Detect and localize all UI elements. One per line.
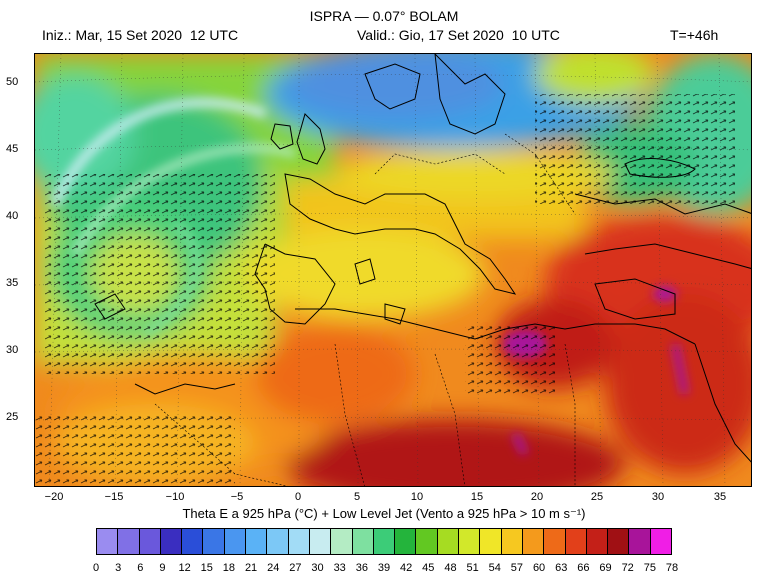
lat-label: 50: [6, 76, 19, 88]
colorbar-tick-label: 6: [137, 562, 144, 574]
colorbar-tick-label: 39: [377, 562, 391, 574]
borders: [154, 133, 576, 486]
colorbar-tick-label: 36: [355, 562, 368, 574]
colorbar-tick-label: 21: [244, 562, 258, 574]
map-title: ISPRA — 0.07° BOLAM: [309, 8, 459, 24]
colorbar-ticks: 0 3 6 9 12 15 18 21 24 27 30 33 36 39 42 45 48 51 54 57 60 63…: [87, 562, 687, 576]
colorbar-tick-label: 0: [92, 562, 100, 574]
lon-label: 5: [353, 491, 361, 503]
colorbar-swatch: [160, 529, 183, 554]
wind-arrows: [35, 94, 735, 484]
colorbar-swatch: [331, 529, 353, 554]
colorbar-tick-label: 12: [178, 562, 191, 574]
lon-label: 35: [713, 491, 727, 503]
colorbar-tick-label: 30: [311, 562, 324, 574]
lon-label: 25: [590, 491, 604, 503]
colorbar-swatch: [586, 529, 609, 554]
colorbar: [96, 528, 672, 555]
colorbar-swatch: [565, 529, 587, 554]
colorbar-swatch: [650, 529, 672, 554]
colorbar-swatch: [246, 529, 268, 554]
lon-label: −5: [230, 491, 244, 503]
colorbar-tick-label: 78: [665, 562, 679, 574]
lon-label: −15: [104, 491, 124, 503]
colorbar-tick-label: 54: [488, 562, 501, 574]
colorbar-swatch: [629, 529, 651, 554]
colorbar-tick-label: 24: [267, 562, 280, 574]
colorbar-tick-label: 18: [222, 562, 236, 574]
lon-label: −20: [44, 491, 64, 503]
colorbar-swatch: [267, 529, 289, 554]
lon-label: 10: [410, 491, 424, 503]
colorbar-swatch: [608, 529, 630, 554]
colorbar-swatch: [309, 529, 332, 554]
colorbar-swatch: [203, 529, 225, 554]
graticule: [35, 54, 751, 486]
lat-label: 35: [6, 277, 19, 289]
lon-label: 15: [470, 491, 484, 503]
colorbar-swatch: [352, 529, 374, 554]
colorbar-swatch: [224, 529, 247, 554]
colorbar-swatch: [480, 529, 502, 554]
colorbar-swatch: [395, 529, 417, 554]
colorbar-tick-label: 45: [422, 562, 435, 574]
colorbar-swatch: [437, 529, 460, 554]
colorbar-swatch: [416, 529, 438, 554]
colorbar-tick-label: 57: [510, 562, 524, 574]
colorbar-tick-label: 60: [532, 562, 546, 574]
lat-label: 25: [6, 411, 19, 423]
colorbar-tick-label: 69: [599, 562, 612, 574]
colorbar-swatch: [288, 529, 310, 554]
colorbar-swatch: [522, 529, 545, 554]
lon-label: 20: [530, 491, 544, 503]
map-canvas: [35, 54, 751, 486]
colorbar-swatch: [97, 529, 119, 554]
colorbar-tick-label: 72: [621, 562, 634, 574]
colorbar-tick-label: 66: [577, 562, 590, 574]
lat-label: 45: [6, 143, 19, 155]
colorbar-tick-label: 3: [115, 562, 122, 574]
colorbar-tick-label: 75: [643, 562, 656, 574]
colorbar-tick-label: 9: [159, 562, 166, 574]
lon-label: 30: [651, 491, 665, 503]
coastlines: [94, 54, 751, 463]
colorbar-swatch: [373, 529, 396, 554]
lat-label: 30: [6, 344, 19, 356]
field-caption: Theta E a 925 hPa (°C) + Low Level Jet (…: [182, 506, 586, 521]
valid-time: Valid.: Gio, 17 Set 2020 10 UTC: [357, 27, 560, 43]
init-time: Iniz.: Mar, 15 Set 2020 12 UTC: [42, 27, 239, 43]
colorbar-tick-label: 27: [289, 562, 302, 574]
colorbar-tick-label: 51: [466, 562, 479, 574]
colorbar-swatch: [182, 529, 204, 554]
colorbar-tick-label: 15: [200, 562, 213, 574]
lon-label: 0: [294, 491, 302, 503]
lead-time: T=+46h: [670, 27, 719, 43]
lat-label: 40: [6, 210, 19, 222]
forecast-map: [34, 53, 752, 487]
colorbar-swatch: [544, 529, 566, 554]
colorbar-swatch: [459, 529, 481, 554]
colorbar-swatch: [118, 529, 140, 554]
colorbar-tick-label: 33: [333, 562, 346, 574]
colorbar-tick-label: 63: [555, 562, 568, 574]
colorbar-swatch: [139, 529, 161, 554]
colorbar-swatch: [501, 529, 523, 554]
colorbar-tick-label: 42: [400, 562, 413, 574]
colorbar-tick-label: 48: [444, 562, 457, 574]
lon-label: −10: [165, 491, 185, 503]
